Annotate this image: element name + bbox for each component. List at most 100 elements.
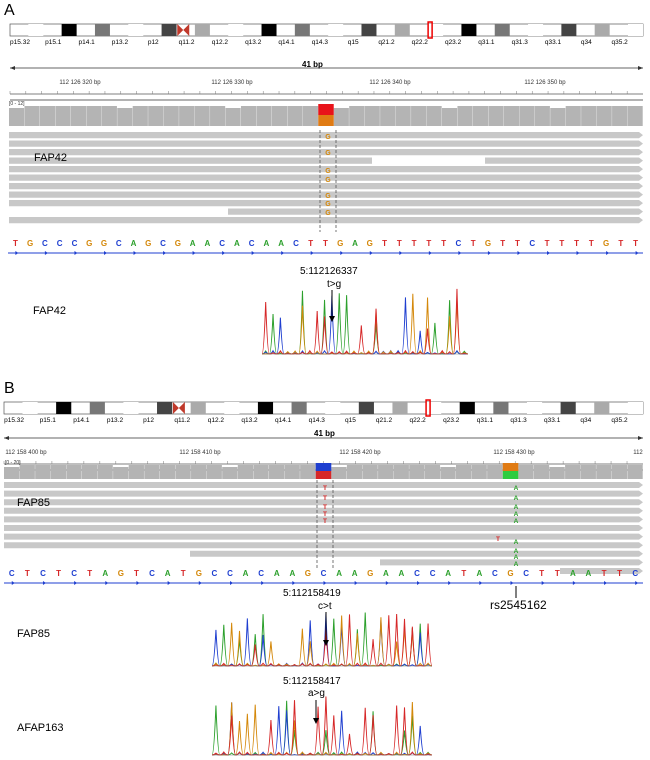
coverage-bar	[163, 106, 179, 126]
aligned-read	[9, 217, 643, 224]
reference-base: T	[602, 569, 607, 578]
chromatogram2-sample-label-b: AFAP163	[17, 722, 64, 734]
ideogram-band-label: p15.32	[10, 39, 30, 46]
coverage-bar	[271, 106, 288, 126]
reference-base: T	[56, 569, 61, 578]
coverage-bar	[580, 465, 596, 479]
reference-base: G	[196, 569, 202, 578]
ideogram-band	[194, 24, 210, 36]
ideogram-band-label: q14.1	[275, 417, 292, 424]
reference-base: A	[190, 239, 196, 248]
centromere-marker	[178, 402, 185, 414]
reference-base: C	[523, 569, 529, 578]
ideogram-band	[224, 402, 240, 414]
coverage-bar	[565, 106, 581, 126]
gene-strand-arrow	[604, 581, 608, 585]
reference-base: A	[264, 239, 270, 248]
reference-base: C	[249, 239, 255, 248]
ideogram-band-label: p14.1	[73, 417, 90, 424]
reference-base: C	[212, 569, 218, 578]
coverage-bar	[175, 465, 191, 479]
ideogram-band-label: p12	[143, 417, 154, 424]
reference-base: G	[145, 239, 151, 248]
aligned-read	[4, 499, 643, 506]
reference-base: T	[412, 239, 417, 248]
reference-base: A	[352, 569, 358, 578]
variant-coverage-bottom	[315, 471, 332, 479]
aligned-read	[4, 533, 643, 540]
chromatogram-change-a: t>g	[327, 279, 342, 290]
variant-arrow-head	[329, 316, 335, 322]
ideogram-band	[494, 24, 510, 36]
centromere-marker	[183, 24, 190, 36]
ruler-tick-label: 112 158 410 bp	[179, 450, 221, 456]
coverage-bar	[519, 106, 535, 126]
aligned-read	[4, 525, 643, 531]
reference-base: T	[574, 239, 579, 248]
gene-strand-arrow	[428, 251, 432, 255]
reference-base: C	[40, 569, 46, 578]
coverage-bar	[268, 465, 285, 479]
reference-base: A	[131, 239, 137, 248]
snp-id-label: rs2545162	[490, 598, 547, 612]
snp-base-call: A	[514, 561, 519, 568]
ideogram-band-label: q13.2	[245, 39, 262, 46]
gene-strand-arrow	[44, 251, 48, 255]
coverage-bar	[302, 106, 318, 126]
ideogram-band	[328, 24, 344, 36]
ideogram-band	[627, 402, 643, 414]
ruler-tick-label: 112 126 320 bp	[59, 80, 101, 86]
ideogram-band	[459, 402, 475, 414]
variant-base-call: G	[325, 177, 331, 184]
centromere-marker	[172, 402, 179, 414]
variant-base-call: T	[496, 536, 500, 543]
gene-strand-arrow	[354, 581, 358, 585]
coverage-bar	[148, 106, 164, 126]
gene-strand-arrow	[576, 251, 580, 255]
coverage-bar	[117, 108, 133, 126]
coverage-bar	[300, 465, 316, 479]
ideogram-band	[560, 402, 576, 414]
gene-strand-arrow	[103, 251, 107, 255]
reference-base: T	[323, 239, 328, 248]
coverage-bar	[596, 106, 612, 126]
reference-base: T	[382, 239, 387, 248]
aligned-read	[4, 507, 643, 514]
coverage-bar	[411, 106, 427, 126]
ideogram-band	[561, 24, 577, 36]
coverage-bar	[533, 465, 550, 479]
ideogram-band-label: q12.2	[212, 39, 229, 46]
aligned-read	[9, 166, 643, 173]
reference-base: C	[149, 569, 155, 578]
reference-base: C	[321, 569, 327, 578]
coverage-bar	[113, 467, 129, 479]
variant-base-call: T	[323, 495, 327, 502]
coverage-bar	[455, 465, 472, 479]
coverage-bar	[86, 106, 102, 126]
igv-panel-a: p15.32 p15.1 p14.1 p13.2 p12 q11.2 q12.2 q13.2 q…	[8, 21, 644, 355]
coverage-bar	[440, 467, 456, 479]
reference-base: C	[430, 569, 436, 578]
aligned-read	[9, 174, 643, 181]
coverage-bar	[488, 106, 504, 126]
centromere-marker	[177, 24, 184, 36]
chromatogram-b2	[211, 696, 433, 756]
chromatogram-sample-label-a: FAP42	[33, 305, 67, 317]
gene-strand-arrow	[517, 251, 521, 255]
aligned-read	[9, 183, 643, 190]
ideogram-band-label: q22.2	[410, 417, 427, 424]
coverage-bar	[101, 106, 117, 126]
reference-base: C	[116, 239, 122, 248]
coverage-range-a: [0 - 12]	[9, 101, 25, 107]
chromatogram2-position-b: 5:112158417	[283, 676, 341, 687]
gene-strand-arrow	[340, 251, 344, 255]
ideogram-band-label: q15	[348, 39, 359, 46]
reference-base: T	[441, 239, 446, 248]
ideogram-band-label: q14.1	[278, 39, 295, 46]
chromosome-ideogram-b: p15.32 p15.1 p14.1 p13.2 p12 q11.2 q12.2 q13.2 q…	[3, 399, 644, 424]
variant-coverage-bottom	[502, 471, 519, 479]
snp-base-call: A	[514, 518, 519, 525]
reference-base: T	[618, 239, 623, 248]
